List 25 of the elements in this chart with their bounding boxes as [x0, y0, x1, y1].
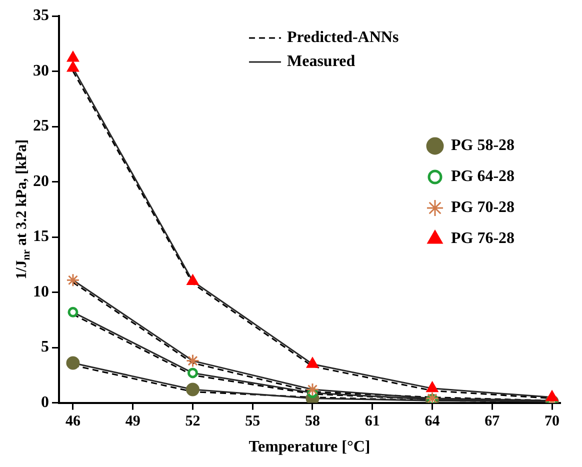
y-tick-label: 5: [41, 338, 49, 356]
x-tick-label: 52: [185, 414, 200, 430]
y-tick-label: 15: [33, 228, 49, 246]
legend-label: PG 64-28: [451, 168, 515, 186]
legend-label: PG 76-28: [451, 230, 515, 248]
legend-label: Measured: [287, 53, 356, 70]
x-tick-label: 46: [65, 414, 81, 430]
x-tick-label: 64: [424, 414, 440, 430]
y-tick-label: 10: [33, 283, 49, 300]
x-tick-label: 70: [544, 414, 560, 430]
y-tick-label: 30: [33, 62, 49, 80]
y-tick-label: 20: [33, 172, 49, 190]
x-axis-title: Temperature [°C]: [248, 438, 370, 456]
y-tick-label: 35: [33, 7, 49, 24]
x-tick-label: 55: [245, 414, 260, 430]
x-tick-label: 61: [364, 414, 380, 430]
y-tick-label: 25: [33, 118, 49, 135]
legend-label: Predicted-ANNs: [287, 29, 399, 46]
legend-label: PG 58-28: [451, 137, 515, 154]
legend-label: PG 70-28: [451, 199, 515, 216]
x-tick-label: 67: [484, 414, 500, 430]
x-tick-label: 58: [304, 414, 320, 430]
x-tick-label: 49: [125, 414, 140, 430]
y-axis-title: 1/Jnr at 3.2 kPa, [kPa]: [14, 139, 32, 280]
y-tick-label: 0: [41, 394, 49, 411]
